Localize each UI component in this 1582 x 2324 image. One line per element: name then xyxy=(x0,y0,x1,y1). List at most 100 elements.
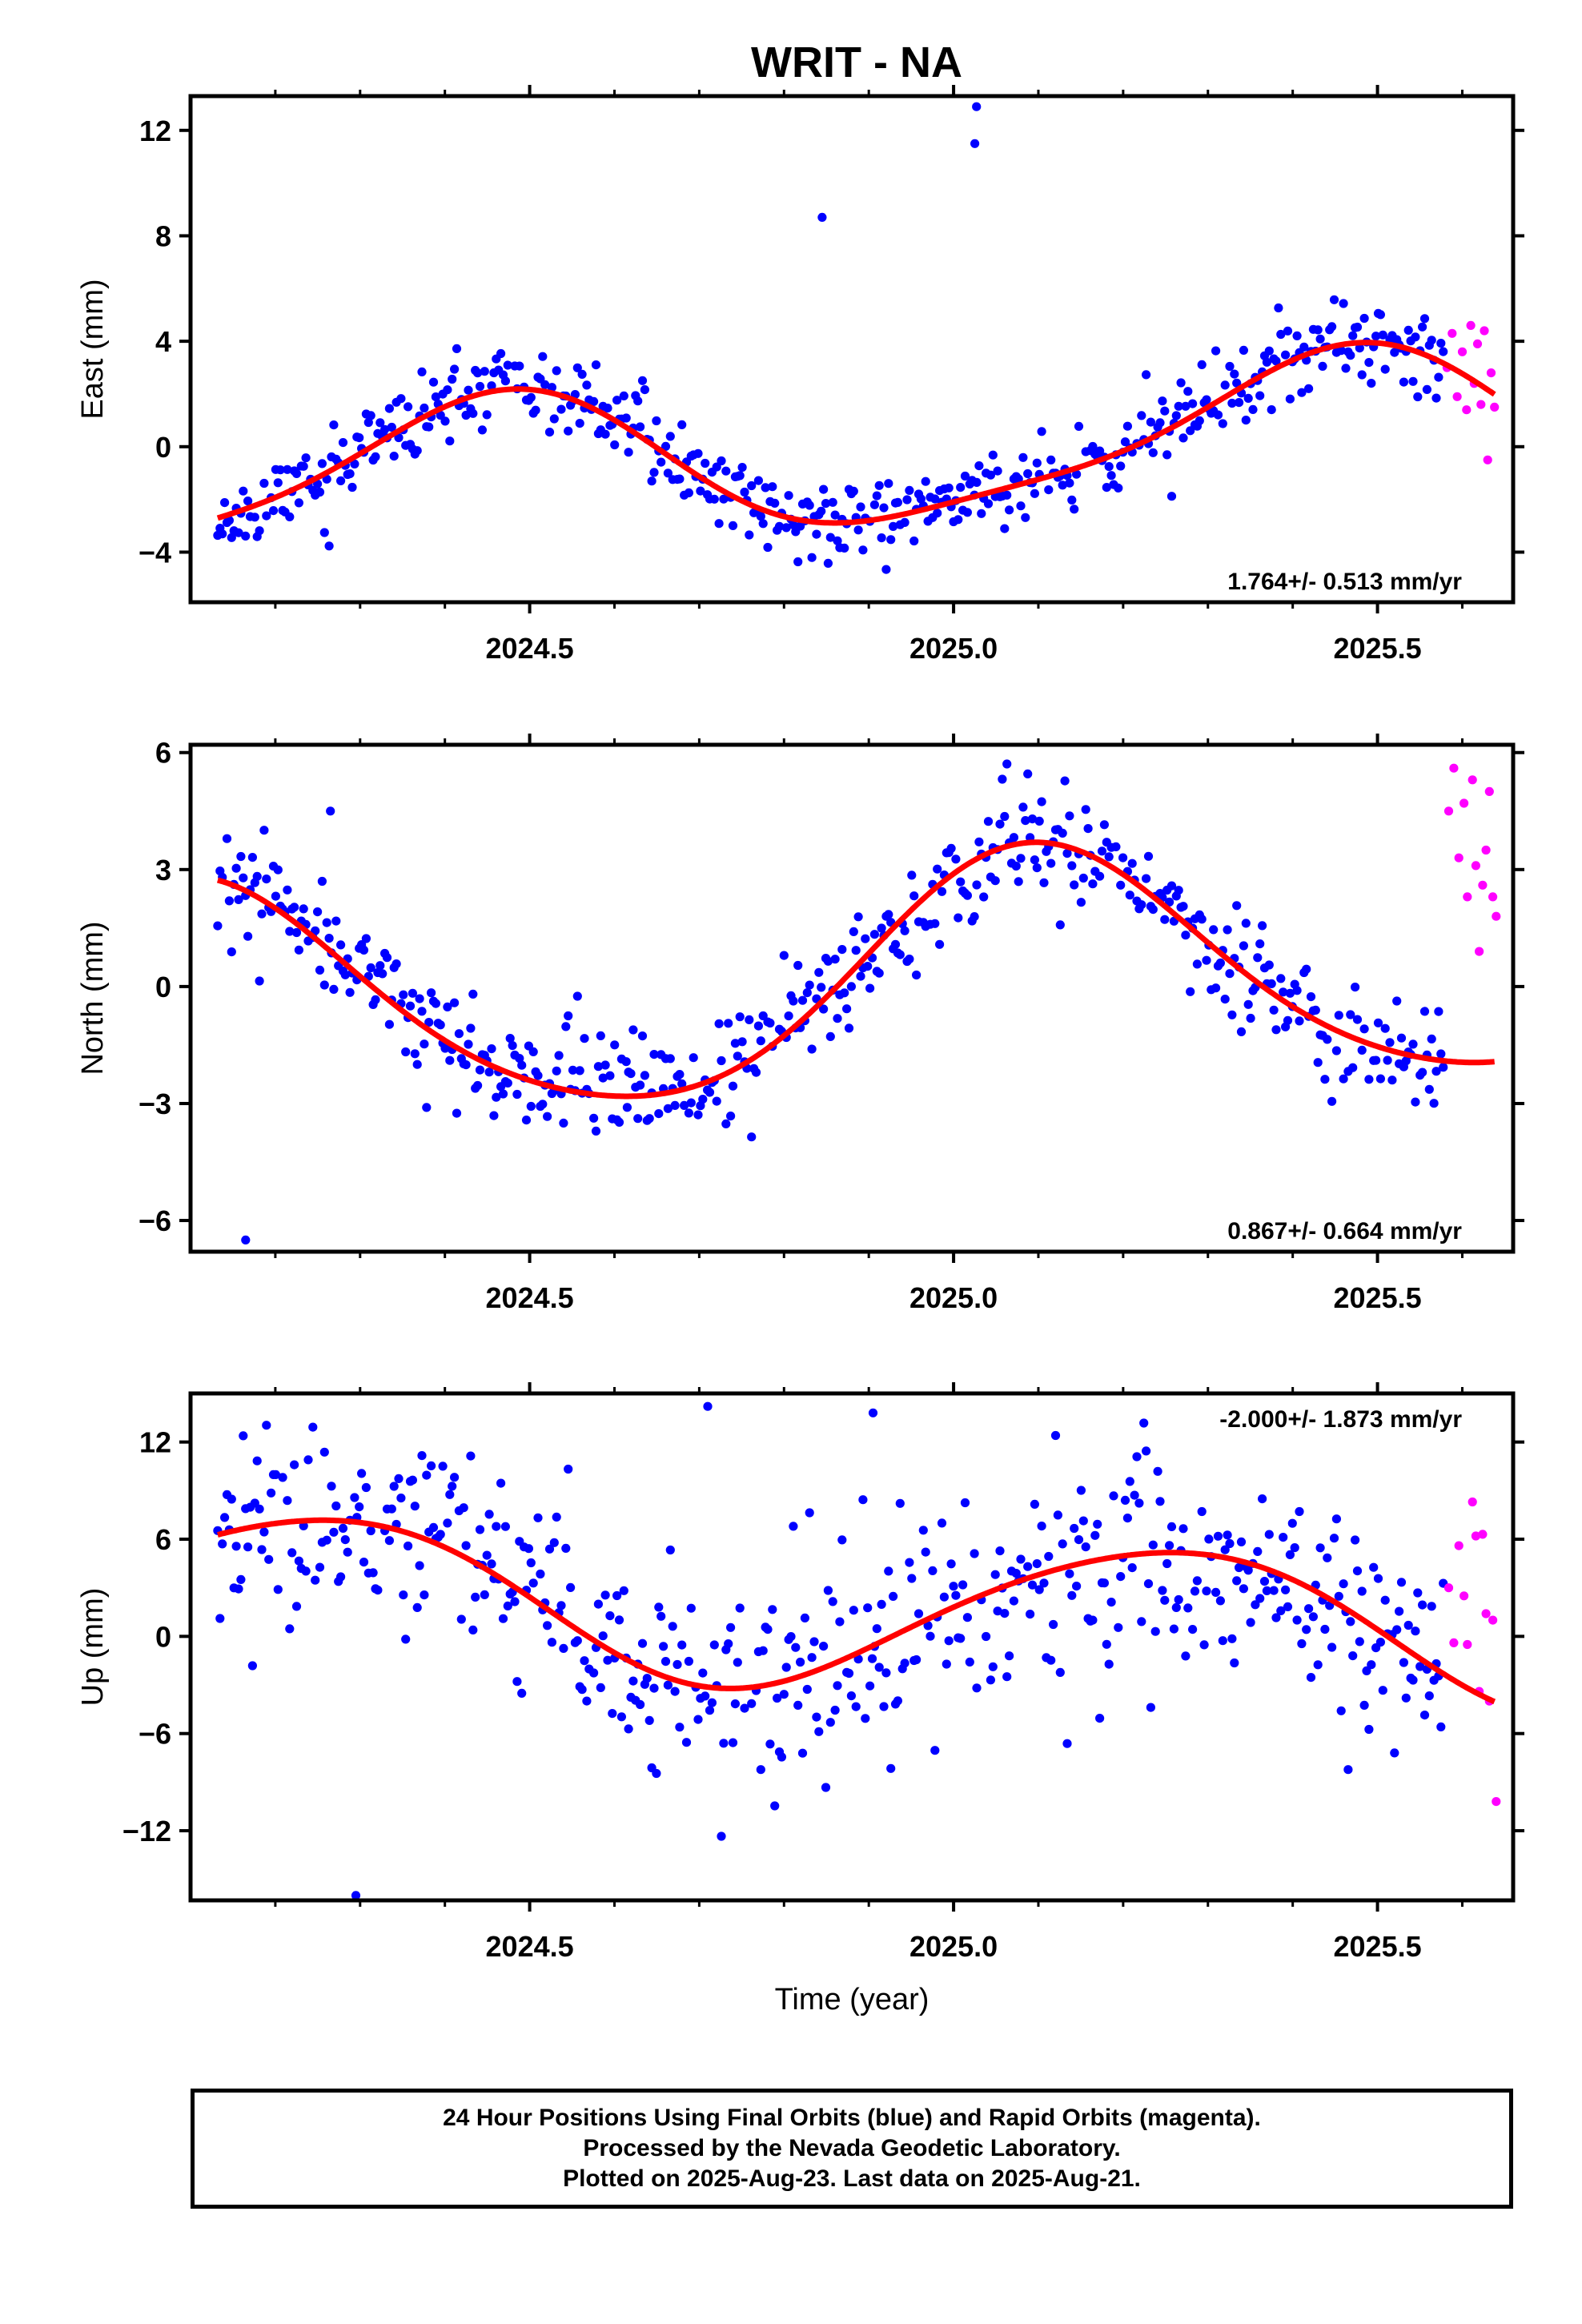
final-orbit-point xyxy=(1380,1023,1390,1033)
final-orbit-point xyxy=(589,1668,599,1678)
final-orbit-point xyxy=(1253,1546,1263,1556)
final-orbit-point xyxy=(1302,1625,1311,1634)
final-orbit-point xyxy=(758,519,768,529)
final-orbit-point xyxy=(384,404,394,413)
final-orbit-point xyxy=(1352,1566,1363,1576)
final-orbit-point xyxy=(547,383,557,392)
final-orbit-point xyxy=(712,1096,721,1106)
final-orbit-point xyxy=(1218,1636,1227,1646)
final-orbit-point xyxy=(1030,855,1039,865)
final-orbit-point xyxy=(412,1602,422,1612)
final-orbit-point xyxy=(1065,811,1074,821)
final-orbit-point xyxy=(438,1462,448,1471)
final-orbit-point xyxy=(580,1656,589,1666)
final-orbit-point xyxy=(1436,1722,1446,1731)
final-orbit-point xyxy=(1062,849,1072,858)
final-orbit-point xyxy=(1243,393,1253,403)
final-orbit-point xyxy=(503,360,512,370)
final-orbit-point xyxy=(1106,471,1116,480)
final-orbit-point xyxy=(640,1071,650,1080)
final-orbit-point xyxy=(881,565,891,574)
final-orbit-point xyxy=(637,1638,648,1648)
final-orbit-point xyxy=(1232,378,1242,388)
final-orbit-point xyxy=(436,1530,445,1539)
x-tick-label: 2025.5 xyxy=(1334,1281,1422,1314)
final-orbit-point xyxy=(828,497,837,507)
final-orbit-point xyxy=(872,491,881,501)
final-orbit-point xyxy=(591,1126,601,1136)
final-orbit-point xyxy=(1276,974,1286,983)
final-orbit-point xyxy=(1021,513,1030,522)
plot-area-up xyxy=(213,1401,1501,1900)
final-orbit-point xyxy=(1032,863,1042,873)
final-orbit-point xyxy=(1359,313,1369,324)
final-orbit-point xyxy=(740,487,749,497)
final-orbit-point xyxy=(517,1060,527,1070)
final-orbit-point xyxy=(684,1108,694,1118)
final-orbit-point xyxy=(1109,1491,1118,1501)
final-orbit-point xyxy=(1371,332,1381,341)
final-orbit-point xyxy=(768,482,777,492)
final-orbit-point xyxy=(1236,1027,1247,1036)
final-orbit-point xyxy=(724,1639,733,1649)
final-orbit-point xyxy=(401,1634,411,1644)
final-orbit-point xyxy=(719,494,729,504)
final-orbit-point xyxy=(1399,1658,1408,1667)
final-orbit-point xyxy=(1281,350,1291,360)
final-orbit-point xyxy=(1339,299,1348,308)
final-orbit-point xyxy=(889,1591,898,1601)
final-orbit-point xyxy=(970,912,979,922)
final-orbit-point xyxy=(1146,1703,1155,1712)
rapid-orbit-point xyxy=(1476,400,1486,409)
final-orbit-point xyxy=(819,1642,829,1651)
final-orbit-point xyxy=(598,1631,608,1641)
final-orbit-point xyxy=(1076,898,1086,907)
final-orbit-point xyxy=(1158,396,1167,406)
final-orbit-point xyxy=(1021,816,1030,826)
final-orbit-point xyxy=(243,1542,253,1552)
final-orbit-point xyxy=(807,1044,817,1054)
final-orbit-point xyxy=(930,1746,940,1755)
final-orbit-point xyxy=(593,1599,604,1609)
y-tick-label: −6 xyxy=(139,1718,171,1751)
final-orbit-point xyxy=(1127,858,1137,868)
final-orbit-point xyxy=(291,468,302,479)
y-tick-label: −3 xyxy=(139,1088,171,1120)
rapid-orbit-point xyxy=(1457,347,1468,356)
final-orbit-point xyxy=(1348,1063,1358,1072)
final-orbit-point xyxy=(1255,939,1265,949)
final-orbit-point xyxy=(420,1590,429,1600)
rapid-orbit-point xyxy=(1443,806,1454,816)
final-orbit-point xyxy=(552,1066,561,1076)
final-orbit-point xyxy=(1408,1039,1418,1049)
final-orbit-point xyxy=(247,853,257,862)
final-orbit-point xyxy=(484,1510,494,1519)
final-orbit-point xyxy=(1334,1011,1343,1020)
final-orbit-point xyxy=(466,1451,476,1461)
y-tick-label: 6 xyxy=(155,1523,171,1556)
final-orbit-point xyxy=(1125,1477,1134,1486)
final-orbit-point xyxy=(851,946,861,955)
final-orbit-point xyxy=(559,1118,568,1128)
final-orbit-point xyxy=(1000,524,1010,533)
final-orbit-point xyxy=(1034,1585,1044,1594)
final-orbit-point xyxy=(665,1054,675,1063)
final-orbit-point xyxy=(552,366,561,376)
final-orbit-point xyxy=(789,996,798,1006)
final-orbit-point xyxy=(965,1657,974,1667)
final-orbit-point xyxy=(239,486,248,496)
final-orbit-point xyxy=(517,1688,527,1698)
final-orbit-point xyxy=(951,854,961,864)
final-orbit-point xyxy=(363,417,373,428)
final-orbit-point xyxy=(1070,1523,1079,1534)
final-orbit-point xyxy=(1230,369,1239,379)
final-orbit-point xyxy=(1285,394,1295,404)
final-orbit-point xyxy=(1434,1007,1443,1016)
final-orbit-point xyxy=(1396,1578,1407,1587)
final-orbit-point xyxy=(1396,1033,1407,1043)
final-orbit-point xyxy=(461,410,471,420)
model-fit-line xyxy=(216,839,1496,1100)
final-orbit-point xyxy=(1387,1076,1397,1085)
final-orbit-point xyxy=(972,102,982,111)
final-orbit-point xyxy=(600,1060,610,1070)
